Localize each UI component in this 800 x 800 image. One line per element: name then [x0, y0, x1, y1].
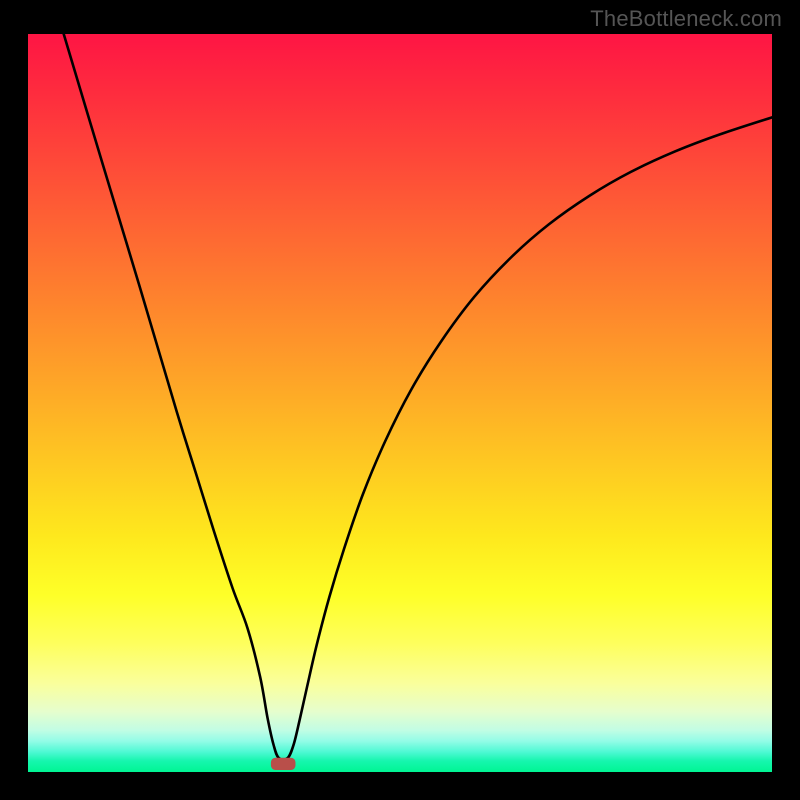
optimum-marker — [271, 758, 296, 770]
chart-background — [28, 34, 772, 772]
chart-root: TheBottleneck.com — [0, 0, 800, 800]
bottleneck-chart — [0, 0, 800, 800]
watermark-text: TheBottleneck.com — [590, 6, 782, 32]
